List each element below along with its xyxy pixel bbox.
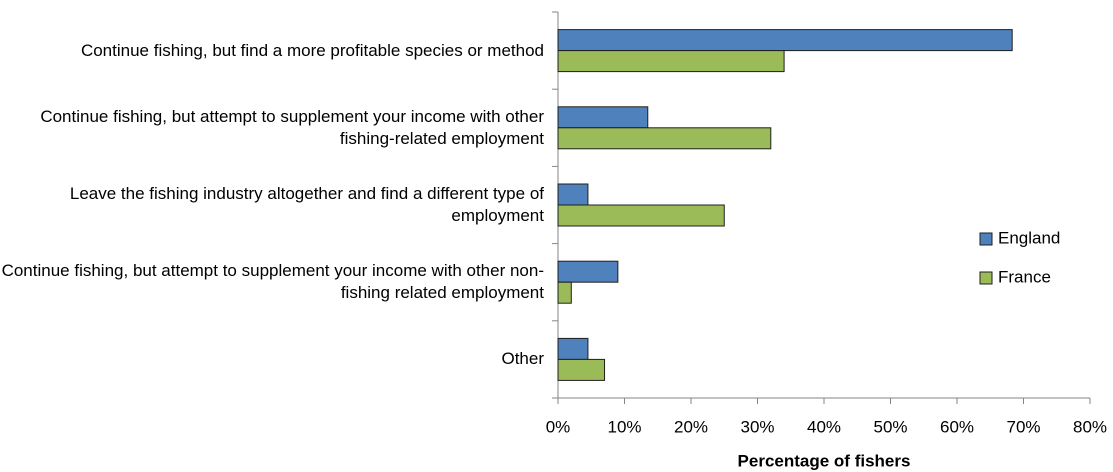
- legend-swatch: [979, 271, 993, 285]
- x-tick-label: 20%: [674, 417, 708, 436]
- category-label: Leave the fishing industry altogether an…: [69, 183, 544, 225]
- x-tick-label: 70%: [1006, 417, 1040, 436]
- bar: [557, 29, 1013, 52]
- category-label-text: Continue fishing, but attempt to supplem…: [40, 106, 544, 148]
- bar: [557, 106, 649, 129]
- legend-label: England: [998, 228, 1060, 247]
- x-axis-title: Percentage of fishers: [738, 451, 911, 470]
- category-label-text: Other: [501, 349, 544, 369]
- x-tick-label: 10%: [607, 417, 641, 436]
- bar: [557, 127, 772, 150]
- category-label: Continue fishing, but attempt to supplem…: [1, 261, 544, 303]
- category-label: Continue fishing, but find a more profit…: [80, 40, 544, 60]
- x-tick-label: 80%: [1073, 417, 1107, 436]
- category-label-text: Continue fishing, but find a more profit…: [80, 40, 544, 60]
- bar: [557, 50, 785, 73]
- bar: [557, 337, 589, 360]
- x-tick-label: 50%: [873, 417, 907, 436]
- bar: [557, 183, 589, 206]
- bar: [557, 204, 725, 227]
- category-label-text: Continue fishing, but attempt to supplem…: [1, 261, 544, 303]
- category-label: Other: [501, 349, 544, 369]
- x-tick-label: 60%: [940, 417, 974, 436]
- x-tick-label: 40%: [807, 417, 841, 436]
- bar: [557, 358, 606, 381]
- x-tick-label: 30%: [740, 417, 774, 436]
- legend-swatch: [979, 232, 993, 246]
- legend-label: France: [998, 267, 1051, 286]
- bar: [557, 260, 619, 283]
- category-label: Continue fishing, but attempt to supplem…: [40, 106, 544, 148]
- bar: [557, 281, 572, 304]
- x-tick-label: 0%: [546, 417, 571, 436]
- category-label-text: Leave the fishing industry altogether an…: [69, 183, 544, 225]
